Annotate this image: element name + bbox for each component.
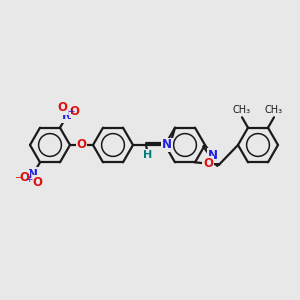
Text: O: O	[203, 157, 213, 170]
Text: N: N	[28, 168, 38, 181]
Text: O: O	[32, 176, 43, 189]
Text: −: −	[16, 172, 24, 182]
Text: N: N	[208, 149, 218, 162]
Text: N: N	[62, 109, 72, 122]
Text: +: +	[25, 175, 33, 184]
Text: O: O	[20, 171, 29, 184]
Text: O: O	[76, 139, 86, 152]
Text: O: O	[70, 105, 80, 118]
Text: CH₃: CH₃	[233, 105, 251, 115]
Text: H: H	[143, 150, 153, 160]
Text: CH₃: CH₃	[265, 105, 283, 115]
Text: +: +	[67, 107, 75, 116]
Text: N: N	[162, 139, 172, 152]
Text: O: O	[58, 101, 68, 114]
